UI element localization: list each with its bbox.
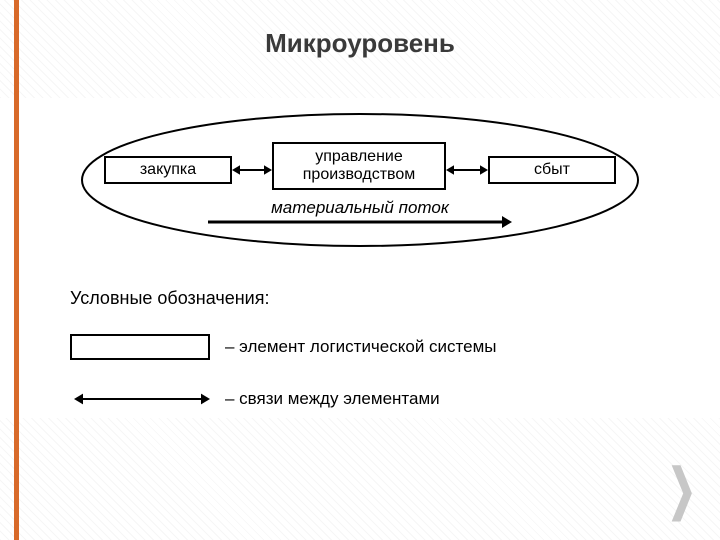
legend-row-element: – элемент логистической системы [70, 331, 680, 363]
legend-row-link: – связи между элементами [70, 383, 680, 415]
legend: Условные обозначения: – элемент логистич… [70, 288, 680, 435]
legend-symbol-box [70, 331, 215, 363]
page-title: Микроуровень [0, 28, 720, 59]
legend-symbol-arrow [70, 383, 215, 415]
accent-bar [14, 0, 19, 540]
chevron-icon: ❯ [668, 458, 697, 522]
legend-text: – элемент логистической системы [225, 337, 497, 357]
background-hatch-bottom [0, 418, 720, 540]
legend-title: Условные обозначения: [70, 288, 680, 309]
legend-box-icon [70, 334, 210, 360]
legend-text: – связи между элементами [225, 389, 440, 409]
flow-diagram: закупка управление производством сбыт ма… [0, 110, 720, 270]
slide: Микроуровень закупка управление производ… [0, 0, 720, 540]
legend-double-arrow-icon [70, 383, 215, 415]
material-flow-arrow [0, 110, 720, 270]
